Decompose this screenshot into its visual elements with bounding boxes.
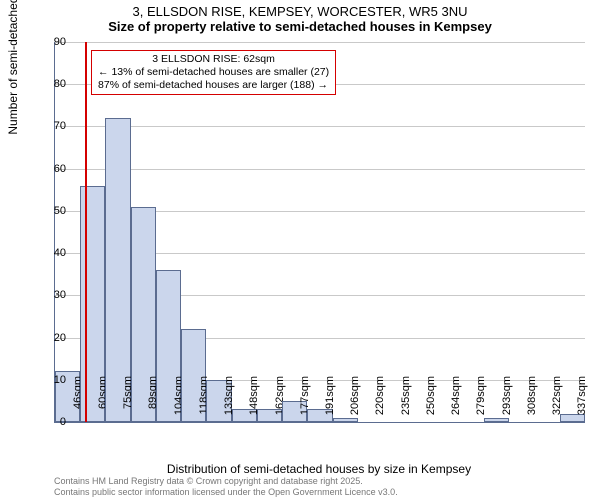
chart-title-line1: 3, ELLSDON RISE, KEMPSEY, WORCESTER, WR5… [0,4,600,19]
y-tick-label: 10 [36,374,66,386]
y-tick-label: 60 [36,163,66,175]
x-tick-label: 235sqm [400,376,412,426]
x-tick-label: 250sqm [425,376,437,426]
x-tick-label: 264sqm [450,376,462,426]
x-tick-label: 337sqm [576,376,588,426]
chart-title-line2: Size of property relative to semi-detach… [0,19,600,34]
y-axis-label: Number of semi-detached properties [6,0,20,135]
y-tick-label: 0 [36,416,66,428]
x-axis-label: Distribution of semi-detached houses by … [54,462,584,476]
reference-line [85,42,87,422]
x-tick-label: 308sqm [526,376,538,426]
y-tick-label: 80 [36,78,66,90]
chart-plot-area: 46sqm60sqm75sqm89sqm104sqm118sqm133sqm14… [54,42,585,423]
footer-line1: Contains HM Land Registry data © Crown c… [54,476,398,487]
y-tick-label: 30 [36,289,66,301]
x-tick-label: 220sqm [374,376,386,426]
x-tick-label: 206sqm [349,376,361,426]
x-tick-label: 293sqm [501,376,513,426]
y-tick-label: 50 [36,205,66,217]
y-gridline [55,42,585,43]
footer-line2: Contains public sector information licen… [54,487,398,498]
annotation-line2: ← 13% of semi-detached houses are smalle… [98,66,329,79]
annotation-line1: 3 ELLSDON RISE: 62sqm [98,53,329,66]
chart-title-block: 3, ELLSDON RISE, KEMPSEY, WORCESTER, WR5… [0,4,600,34]
y-tick-label: 70 [36,120,66,132]
annotation-line3: 87% of semi-detached houses are larger (… [98,79,329,92]
y-tick-label: 20 [36,332,66,344]
y-gridline [55,126,585,127]
chart-footer: Contains HM Land Registry data © Crown c… [54,476,398,498]
y-tick-label: 90 [36,36,66,48]
y-gridline [55,169,585,170]
y-tick-label: 40 [36,247,66,259]
annotation-box: 3 ELLSDON RISE: 62sqm← 13% of semi-detac… [91,50,336,95]
